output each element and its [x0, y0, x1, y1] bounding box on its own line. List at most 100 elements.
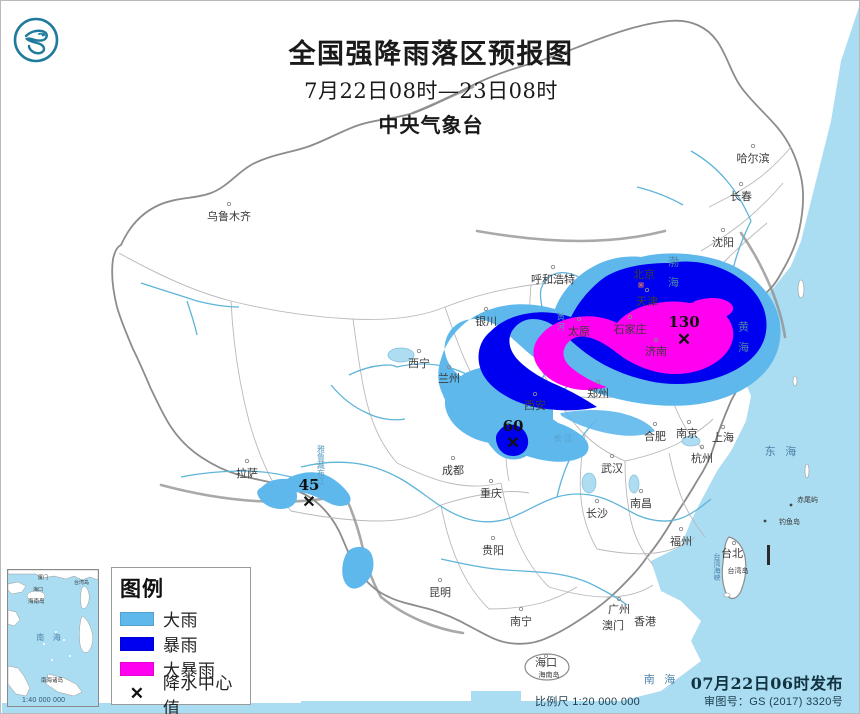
city-label: 天津 [636, 295, 658, 308]
city-label: 哈尔滨 [737, 151, 770, 165]
sea-label: 台湾海峡 [713, 552, 721, 582]
legend-x-marker-icon: ✕ [129, 683, 145, 703]
city-label: 郑州 [587, 386, 609, 400]
city-label: 海口 [535, 655, 557, 669]
city-marker: 兰州 [438, 364, 460, 385]
city-label: 银川 [475, 314, 497, 328]
city-label: 兰州 [438, 372, 460, 385]
island-labels-layer: 钓鱼岛 赤尾屿 台湾岛 海南岛 [539, 279, 818, 679]
city-label: 济南 [645, 344, 667, 358]
city-marker: 哈尔滨 [737, 143, 770, 165]
cma-logo [13, 17, 59, 63]
city-label: 上海 [712, 430, 734, 444]
city-label: 呼和浩特 [531, 272, 575, 286]
city-marker: 武汉 [601, 453, 623, 475]
sea-label: 东 海 [765, 444, 800, 458]
city-marker: 上海 [712, 424, 734, 444]
precip-center-value: 60 [503, 417, 524, 435]
city-label: 澳门 [602, 618, 624, 632]
city-labels-layer: 乌鲁木齐 银川 西宁 兰州 呼和浩特 太原 石家庄 北京 天津 济南 郑州 西安… [207, 143, 770, 669]
island-label: 钓鱼岛 [779, 517, 800, 526]
sea-label: 南 海 [644, 672, 679, 686]
city-label: 长春 [730, 190, 752, 203]
inset-label-haikou: 海口 [33, 586, 43, 593]
map-scale: 比例尺 1:20 000 000 [535, 696, 641, 708]
city-marker: 太原 [568, 316, 590, 338]
legend-swatch-torrential-rain [120, 636, 154, 651]
sea-labels-layer: 渤 海 黄 海 东 海 南 海 台湾海峡 [644, 255, 800, 686]
inset-sea-label: 南 海 [36, 632, 64, 642]
city-marker: 北京 [633, 267, 655, 288]
sea-label: 渤 海 [667, 255, 680, 290]
city-label: 重庆 [480, 486, 502, 500]
river-label: 雅鲁藏布江 [317, 444, 326, 486]
city-marker: 广州 [608, 596, 630, 616]
city-label: 拉萨 [236, 466, 258, 480]
city-marker: 石家庄 [614, 314, 647, 336]
city-label: 台北 [721, 546, 743, 560]
city-label: 北京 [633, 267, 655, 281]
release-time: 07月22日06时发布 [690, 674, 843, 693]
legend-label-precip-center: 降水中心值 [162, 673, 233, 714]
city-label: 沈阳 [712, 235, 734, 249]
legend-label-torrential-rain: 暴雨 [163, 636, 198, 656]
legend-item-heavy-rain: 大雨 [120, 606, 250, 631]
city-label: 长沙 [586, 507, 608, 520]
city-label: 太原 [568, 325, 590, 338]
city-marker: 西安 [524, 391, 546, 412]
legend-swatch-severe-torrential-rain [120, 661, 154, 676]
precip-region-sichuan [485, 418, 589, 462]
city-label: 石家庄 [614, 322, 647, 336]
city-marker: 杭州 [691, 444, 713, 465]
precip-center-x-icon: ✕ [677, 330, 691, 349]
inset-label-nansha: 南海诸岛 [41, 676, 64, 684]
precip-region-coastal [560, 410, 655, 436]
city-label: 南昌 [630, 497, 652, 510]
city-marker: 南京 [676, 419, 698, 440]
precip-center-markers: 130 ✕ 60 ✕ 45 ✕ [299, 313, 700, 511]
city-marker: 长春 [730, 181, 752, 203]
legend-item-precip-center: ✕ 降水中心值 [120, 674, 250, 714]
city-label: 昆明 [429, 586, 451, 599]
city-marker: 香港 [634, 615, 656, 628]
island-label: 台湾岛 [728, 566, 749, 575]
city-label: 杭州 [691, 451, 713, 465]
city-label: 贵阳 [482, 544, 504, 557]
city-label: 成都 [442, 464, 464, 477]
city-marker: 天津 [636, 287, 658, 308]
city-marker: 呼和浩特 [531, 264, 575, 286]
city-marker: 昆明 [429, 577, 451, 599]
legend-item-severe-torrential-rain: 大暴雨 [120, 656, 250, 681]
precip-region-tibet [257, 472, 351, 509]
city-marker: 合肥 [644, 421, 666, 443]
city-label: 广州 [608, 603, 630, 616]
city-marker: 银川 [475, 306, 497, 328]
city-marker: 澳门 [602, 618, 624, 632]
city-label: 香港 [634, 615, 656, 628]
legend-label-severe-torrential-rain: 大暴雨 [163, 661, 216, 681]
cma-dragon-logo-icon [13, 17, 59, 63]
legend-item-torrential-rain: 暴雨 [120, 631, 250, 656]
river-labels-layer: 黄 河 长 江 雅鲁藏布江 [317, 311, 573, 486]
ocean-layer [301, 7, 859, 713]
city-label: 合肥 [644, 429, 666, 443]
national-border-emphasis [159, 85, 787, 635]
precip-center-value: 130 [668, 313, 699, 331]
sea-label: 黄 海 [737, 319, 750, 355]
precip-center-x-icon: ✕ [506, 435, 519, 452]
legend-label-heavy-rain: 大雨 [163, 611, 198, 631]
city-marker: 沈阳 [712, 227, 734, 249]
legend-swatch-heavy-rain [120, 611, 154, 626]
city-marker: 贵阳 [482, 535, 504, 557]
inset-label-taiwan: 台湾岛 [74, 579, 89, 586]
city-marker: 西宁 [408, 348, 430, 370]
approval-number: 审图号：GS (2017) 3320号 [704, 696, 843, 708]
city-marker: 乌鲁木齐 [207, 201, 251, 223]
precip-center-value: 45 [299, 476, 320, 494]
inset-map-svg: 厦门 台湾岛 海口 海南岛 南 海 南海诸岛 [8, 570, 98, 706]
city-marker: 台北 [721, 540, 743, 560]
city-marker: 济南 [645, 337, 667, 358]
south-china-sea-inset: 厦门 台湾岛 海口 海南岛 南 海 南海诸岛 1:40 000 000 [7, 569, 99, 707]
